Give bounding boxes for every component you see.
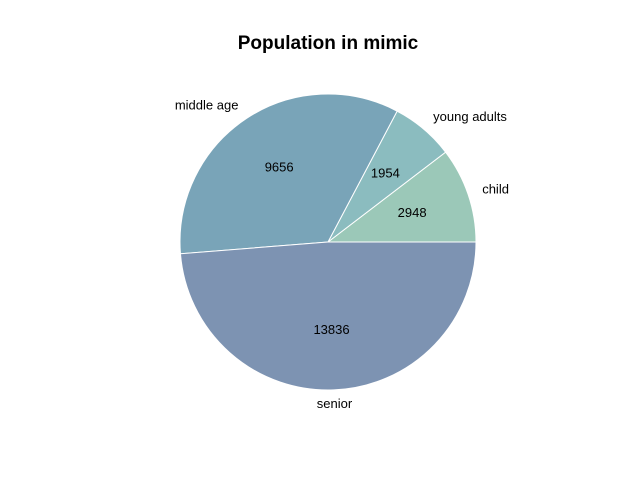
slice-value-young-adults: 1954 xyxy=(371,166,400,181)
pie-labels: child 2948 young adults 1954 middle age 9656 s… xyxy=(175,97,509,411)
slice-label-young-adults: young adults xyxy=(433,109,507,124)
slice-value-child: 2948 xyxy=(398,205,427,220)
pie-slice-middle-age xyxy=(179,93,398,255)
slice-label-senior: senior xyxy=(317,396,353,411)
pie-slice-senior xyxy=(179,241,477,391)
slice-label-middle-age: middle age xyxy=(175,97,239,112)
chart-title: Population in mimic xyxy=(238,33,419,54)
slice-value-middle-age: 9656 xyxy=(265,159,294,174)
slice-label-child: child xyxy=(482,181,509,196)
pie-slice-child xyxy=(326,151,477,243)
pie-slices xyxy=(179,93,477,391)
slice-value-senior: 13836 xyxy=(313,322,349,337)
